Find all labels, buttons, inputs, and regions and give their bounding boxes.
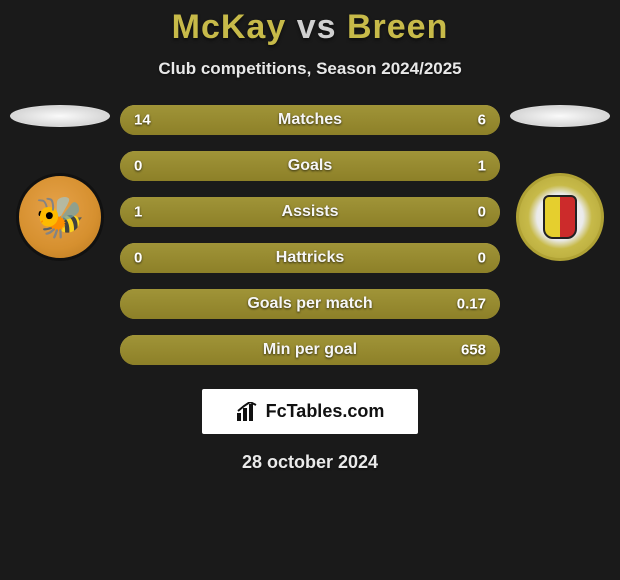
stat-value-left: 1 [134, 204, 142, 221]
player1-name: McKay [172, 8, 287, 46]
stat-fill-left [120, 151, 181, 181]
main-row: 🐝 146Matches01Goals10Assists00Hattricks0… [0, 105, 620, 381]
subtitle: Club competitions, Season 2024/2025 [0, 59, 620, 79]
stat-value-right: 0 [478, 250, 486, 267]
stat-label: Assists [282, 203, 339, 221]
left-badge-column: 🐝 [6, 105, 114, 261]
bee-icon: 🐝 [35, 194, 85, 241]
left-ellipse-decoration [10, 105, 110, 127]
stat-value-left: 0 [134, 250, 142, 267]
stat-fill-right [439, 197, 500, 227]
shield-icon [543, 195, 577, 239]
stat-value-right: 6 [478, 112, 486, 129]
brand-label: FcTables.com [266, 401, 385, 422]
comparison-card: McKay vs Breen Club competitions, Season… [0, 0, 620, 473]
brand-box[interactable]: FcTables.com [202, 389, 419, 434]
stat-bar: 14 6 Matches [120, 105, 500, 135]
right-ellipse-decoration [510, 105, 610, 127]
vs-label: vs [297, 8, 337, 46]
stat-bar: 0.17 Goals per match [120, 289, 500, 319]
date-label: 28 october 2024 [242, 452, 378, 473]
stat-label: Hattricks [276, 249, 344, 267]
stat-value-right: 1 [478, 158, 486, 175]
stat-bar: 0 0 Hattricks [120, 243, 500, 273]
stat-bar: 658 Min per goal [120, 335, 500, 365]
stat-fill-left [120, 105, 386, 135]
stat-value-right: 658 [461, 342, 486, 359]
stat-value-left: 0 [134, 158, 142, 175]
player2-name: Breen [347, 8, 448, 46]
stats-list: 14 6 Matches 0 1 Goals 1 0 Assists 0 0 Hattricks 0.1… [114, 105, 506, 381]
stat-fill-left [120, 197, 439, 227]
right-badge-column [506, 105, 614, 261]
right-club-crest [516, 173, 604, 261]
stat-label: Matches [278, 111, 342, 129]
chart-icon [236, 402, 258, 422]
stat-label: Goals [288, 157, 332, 175]
left-club-crest: 🐝 [16, 173, 104, 261]
stat-bar: 0 1 Goals [120, 151, 500, 181]
stat-value-left: 14 [134, 112, 151, 129]
stat-label: Goals per match [247, 295, 372, 313]
stat-bar: 1 0 Assists [120, 197, 500, 227]
footer: FcTables.com 28 october 2024 [0, 389, 620, 473]
page-title: McKay vs Breen [0, 8, 620, 47]
stat-fill-right [181, 151, 500, 181]
stat-value-right: 0.17 [457, 296, 486, 313]
stat-value-right: 0 [478, 204, 486, 221]
stat-label: Min per goal [263, 341, 357, 359]
